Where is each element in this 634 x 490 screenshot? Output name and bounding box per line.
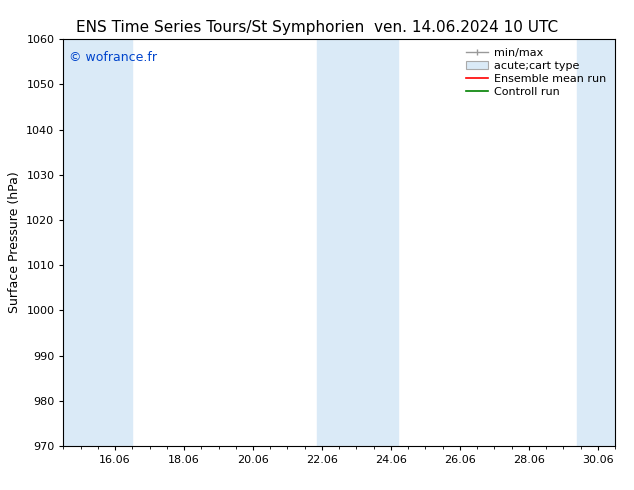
Y-axis label: Surface Pressure (hPa): Surface Pressure (hPa) <box>8 172 21 314</box>
Bar <box>75 39 133 446</box>
Text: ven. 14.06.2024 10 UTC: ven. 14.06.2024 10 UTC <box>374 20 558 35</box>
Bar <box>577 39 615 446</box>
Legend: min/max, acute;cart type, Ensemble mean run, Controll run: min/max, acute;cart type, Ensemble mean … <box>463 45 609 100</box>
Bar <box>63 39 75 446</box>
Text: © wofrance.fr: © wofrance.fr <box>69 51 157 64</box>
Text: ENS Time Series Tours/St Symphorien: ENS Time Series Tours/St Symphorien <box>76 20 365 35</box>
Bar <box>317 39 339 446</box>
Bar <box>339 39 398 446</box>
